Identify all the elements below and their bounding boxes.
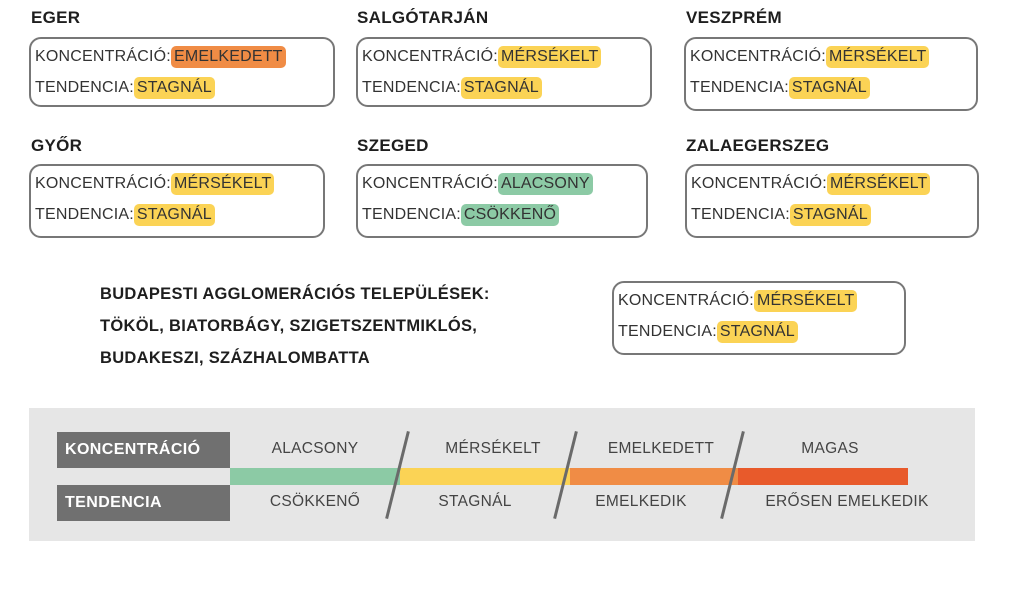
concentration-label: KONCENTRÁCIÓ: <box>618 292 754 309</box>
trend-label: TENDENCIA: <box>691 206 790 223</box>
trend-line: TENDENCIA: STAGNÁL <box>618 321 798 343</box>
concentration-badge: MÉRSÉKELT <box>825 46 930 68</box>
trend-label: TENDENCIA: <box>690 79 789 96</box>
city-title-gyor: GYŐR <box>31 136 83 155</box>
legend-trend-erosen-emelkedik: ERŐSEN EMELKEDIK <box>765 493 929 510</box>
trend-label: TENDENCIA: <box>35 206 134 223</box>
city-card-eger: KONCENTRÁCIÓ: EMELKEDETT TENDENCIA: STAGNÁ… <box>29 37 335 107</box>
trend-label: TENDENCIA: <box>35 79 134 96</box>
legend-trend-csokkeno: CSÖKKENŐ <box>269 493 361 510</box>
concentration-label: KONCENTRÁCIÓ: <box>362 48 498 65</box>
concentration-badge: MÉRSÉKELT <box>497 46 602 68</box>
legend-bar-alacsony <box>230 468 400 485</box>
trend-badge: STAGNÁL <box>133 77 215 99</box>
city-card-szeged: KONCENTRÁCIÓ: ALACSONY TENDENCIA: CSÖKKENŐ <box>356 164 648 238</box>
trend-badge: STAGNÁL <box>716 321 798 343</box>
concentration-line: KONCENTRÁCIÓ: EMELKEDETT <box>35 46 286 68</box>
trend-label: TENDENCIA: <box>362 79 461 96</box>
trend-badge: STAGNÁL <box>133 204 215 226</box>
trend-line: TENDENCIA: STAGNÁL <box>690 77 870 99</box>
trend-badge: STAGNÁL <box>460 77 542 99</box>
city-title-eger: EGER <box>31 8 81 27</box>
trend-badge: CSÖKKENŐ <box>460 204 560 226</box>
legend-level-alacsony: ALACSONY <box>271 440 359 457</box>
legend-bar-merseklet <box>400 468 570 485</box>
concentration-badge: ALACSONY <box>497 173 593 195</box>
city-card-gyor: KONCENTRÁCIÓ: MÉRSÉKELT TENDENCIA: STAGNÁL <box>29 164 325 238</box>
city-title-zalaegerszeg: ZALAEGERSZEG <box>686 136 830 155</box>
trend-line: TENDENCIA: STAGNÁL <box>35 204 215 226</box>
legend-trend-label: TENDENCIA <box>57 485 230 521</box>
concentration-label: KONCENTRÁCIÓ: <box>691 175 827 192</box>
trend-line: TENDENCIA: STAGNÁL <box>362 77 542 99</box>
concentration-badge: EMELKEDETT <box>170 46 286 68</box>
concentration-label: KONCENTRÁCIÓ: <box>35 175 171 192</box>
city-title-szeged: SZEGED <box>357 136 429 155</box>
trend-line: TENDENCIA: STAGNÁL <box>35 77 215 99</box>
city-title-salgotarjan: SALGÓTARJÁN <box>357 8 489 27</box>
trend-line: TENDENCIA: CSÖKKENŐ <box>362 204 560 226</box>
trend-badge: STAGNÁL <box>788 77 870 99</box>
city-card-salgotarjan: KONCENTRÁCIÓ: MÉRSÉKELT TENDENCIA: STAGNÁL <box>356 37 652 107</box>
agglomeration-line-3: BUDAKESZI, SZÁZHALOMBATTA <box>100 349 370 367</box>
city-card-agglomeration: KONCENTRÁCIÓ: MÉRSÉKELT TENDENCIA: STAGNÁL <box>612 281 906 355</box>
concentration-line: KONCENTRÁCIÓ: MÉRSÉKELT <box>35 173 275 195</box>
trend-label: TENDENCIA: <box>362 206 461 223</box>
legend-bar-emelkedett <box>570 468 738 485</box>
city-title-veszprem: VESZPRÉM <box>686 8 782 27</box>
trend-label: TENDENCIA: <box>618 323 717 340</box>
agglomeration-line-1: BUDAPESTI AGGLOMERÁCIÓS TELEPÜLÉSEK: <box>100 285 490 303</box>
city-card-veszprem: KONCENTRÁCIÓ: MÉRSÉKELT TENDENCIA: STAGNÁL <box>684 37 978 111</box>
concentration-line: KONCENTRÁCIÓ: MÉRSÉKELT <box>690 46 930 68</box>
concentration-badge: MÉRSÉKELT <box>753 290 858 312</box>
agglomeration-title: BUDAPESTI AGGLOMERÁCIÓS TELEPÜLÉSEK: TÖK… <box>100 278 490 374</box>
concentration-label: KONCENTRÁCIÓ: <box>35 48 171 65</box>
legend-trend-stagnal: STAGNÁL <box>438 493 512 510</box>
agglomeration-line-2: TÖKÖL, BIATORBÁGY, SZIGETSZENTMIKLÓS, <box>100 317 478 335</box>
concentration-line: KONCENTRÁCIÓ: MÉRSÉKELT <box>618 290 858 312</box>
legend-level-emelkedett: EMELKEDETT <box>607 440 715 457</box>
concentration-label: KONCENTRÁCIÓ: <box>362 175 498 192</box>
legend-level-magas: MAGAS <box>801 440 859 457</box>
concentration-label: KONCENTRÁCIÓ: <box>690 48 826 65</box>
legend-concentration-label: KONCENTRÁCIÓ <box>57 432 230 468</box>
trend-badge: STAGNÁL <box>789 204 871 226</box>
concentration-line: KONCENTRÁCIÓ: MÉRSÉKELT <box>362 46 602 68</box>
trend-line: TENDENCIA: STAGNÁL <box>691 204 871 226</box>
legend-trend-emelkedik: EMELKEDIK <box>595 493 687 510</box>
concentration-badge: MÉRSÉKELT <box>826 173 931 195</box>
concentration-line: KONCENTRÁCIÓ: MÉRSÉKELT <box>691 173 931 195</box>
concentration-line: KONCENTRÁCIÓ: ALACSONY <box>362 173 593 195</box>
concentration-badge: MÉRSÉKELT <box>170 173 275 195</box>
legend-bar-magas <box>738 468 908 485</box>
legend-level-merseklet: MÉRSÉKELT <box>445 440 541 457</box>
city-card-zalaegerszeg: KONCENTRÁCIÓ: MÉRSÉKELT TENDENCIA: STAGNÁL <box>685 164 979 238</box>
